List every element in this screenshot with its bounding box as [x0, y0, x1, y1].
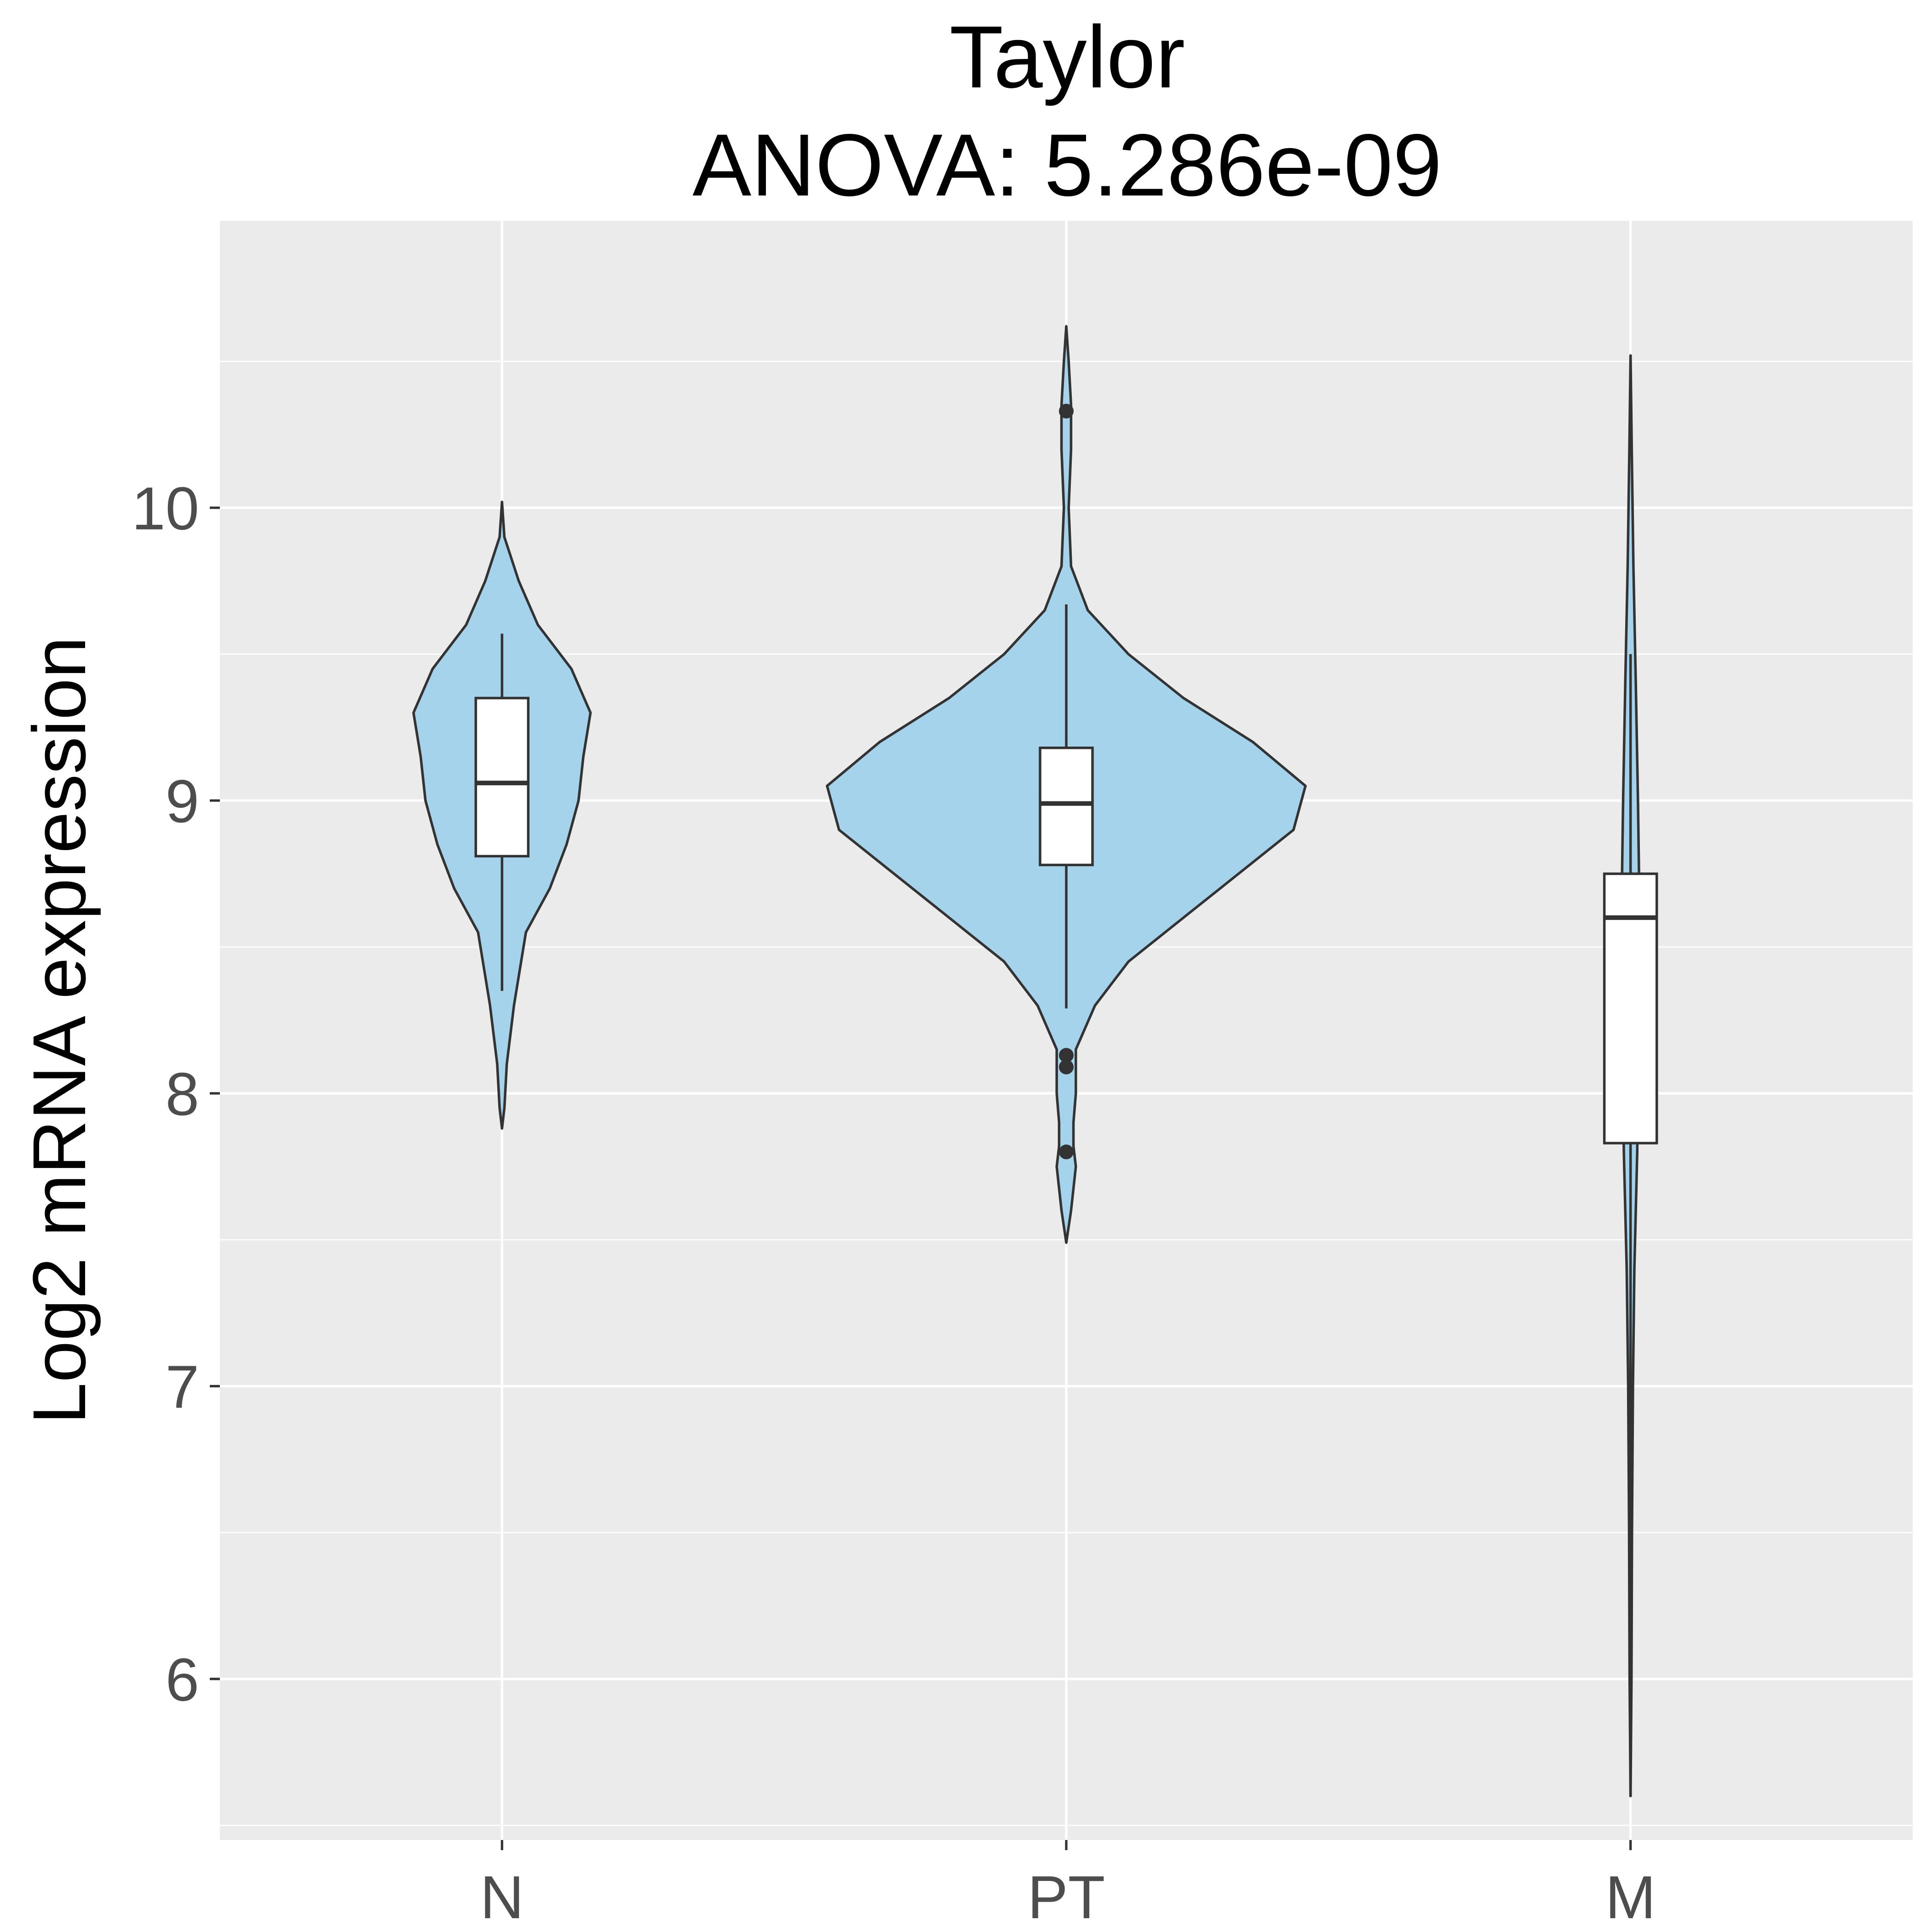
y-tick-label: 7: [166, 1353, 199, 1420]
box-PT: [1039, 747, 1094, 867]
x-tick-label: M: [1605, 1863, 1656, 1931]
x-tick-labels: N PT M: [480, 1863, 1656, 1931]
y-tick-label: 6: [166, 1646, 199, 1714]
box-M: [1603, 872, 1658, 1144]
outlier-point-PT: [1059, 1059, 1074, 1075]
y-axis-title: Log2 mRNA expression: [17, 637, 101, 1424]
chart-subtitle: ANOVA: 5.286e-09: [692, 115, 1442, 214]
box-N: [474, 696, 530, 858]
y-tick-label: 9: [166, 767, 199, 835]
y-tick-label: 10: [132, 475, 199, 542]
chart-title: Taylor: [949, 7, 1185, 106]
boxplots: [474, 403, 1658, 1796]
outlier-point-PT: [1059, 1048, 1074, 1063]
y-tick-labels: 6 7 8 9 10: [132, 475, 199, 1714]
x-tick-label: N: [480, 1863, 524, 1931]
x-tick-label: PT: [1028, 1863, 1105, 1931]
outlier-point-PT: [1059, 403, 1074, 419]
axis-ticks: [210, 506, 1632, 1850]
y-tick-label: 8: [166, 1060, 199, 1128]
outlier-point-PT: [1059, 1144, 1074, 1160]
